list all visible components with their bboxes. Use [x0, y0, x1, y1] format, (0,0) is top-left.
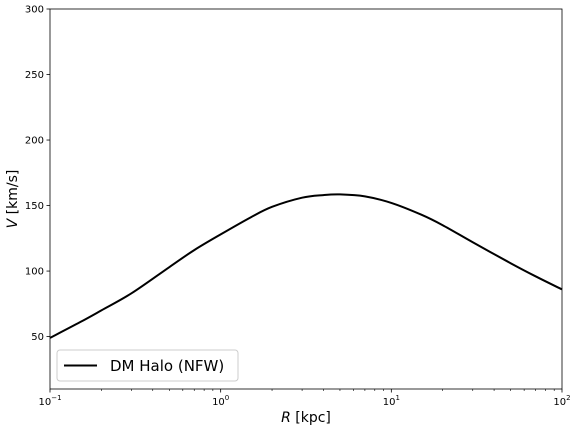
y-axis-label-unit: [km/s]	[5, 170, 21, 219]
series-line	[49, 193, 563, 339]
x-axis-label-unit: [kpc]	[291, 410, 331, 426]
x-axis-label: R [kpc]	[281, 410, 331, 426]
legend-box	[56, 349, 239, 382]
x-tick-label: 10−1	[38, 394, 61, 408]
series-layer	[49, 193, 563, 339]
legend-label: DM Halo (NFW)	[110, 357, 224, 375]
y-tick-label: 100	[25, 267, 44, 278]
x-axis-ticks: 10−1 100 101 102	[38, 389, 571, 408]
y-axis-ticks: 50 100 150 200 250 300	[25, 5, 50, 343]
y-tick-label: 250	[25, 70, 44, 81]
y-tick-label: 150	[25, 201, 44, 212]
x-tick-label: 100	[212, 394, 229, 408]
x-tick-label: 101	[383, 394, 400, 408]
y-tick-label: 300	[25, 5, 44, 16]
y-axis-label: V [km/s]	[5, 170, 21, 229]
legend: DM Halo (NFW)	[56, 349, 239, 382]
x-tick-label: 102	[553, 394, 570, 408]
plot-frame	[49, 8, 563, 390]
x-axis-label-var: R	[281, 410, 291, 426]
y-axis-label-var: V	[5, 217, 21, 228]
y-tick-label: 50	[31, 332, 44, 343]
y-tick-label: 200	[25, 136, 44, 147]
